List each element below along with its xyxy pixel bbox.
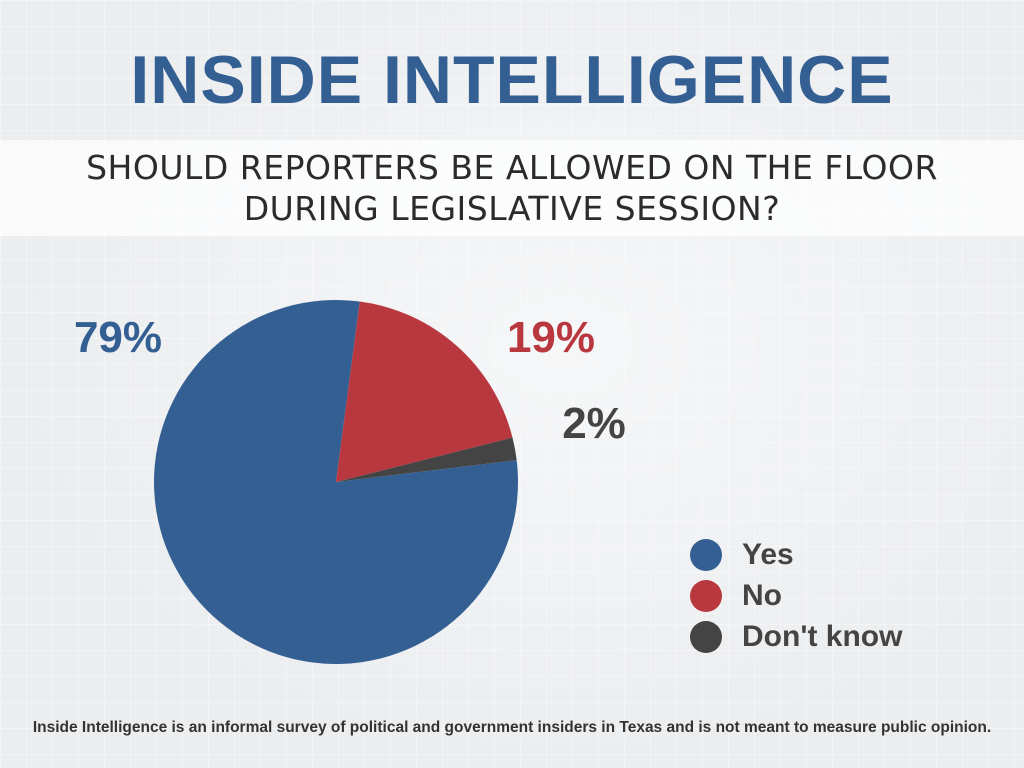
legend-label-no: No <box>742 578 782 612</box>
legend-swatch-no <box>690 579 722 612</box>
chart-legend: Yes No Don't know <box>690 534 902 657</box>
data-label-yes: 79% <box>74 313 162 362</box>
data-label-dont-know: 2% <box>562 399 626 448</box>
legend-label-dont-know: Don't know <box>742 619 903 653</box>
footnote: Inside Intelligence is an informal surve… <box>32 719 992 736</box>
data-label-no: 19% <box>507 313 595 362</box>
question-line-1: SHOULD REPORTERS BE ALLOWED ON THE FLOOR <box>86 148 938 187</box>
pie-slice-no <box>336 301 513 482</box>
question-line-2: DURING LEGISLATIVE SESSION? <box>243 189 781 228</box>
page-title: INSIDE INTELLIGENCE <box>130 42 894 118</box>
pie-slice-dont-know <box>336 437 517 482</box>
legend-swatch-yes <box>690 538 722 571</box>
legend-item-dont-know: Don't know <box>690 616 902 657</box>
survey-question: SHOULD REPORTERS BE ALLOWED ON THE FLOOR… <box>0 140 1024 236</box>
legend-item-yes: Yes <box>690 534 902 575</box>
legend-label-yes: Yes <box>742 537 794 571</box>
question-banner: SHOULD REPORTERS BE ALLOWED ON THE FLOOR… <box>0 140 1024 236</box>
legend-swatch-dont-know <box>690 620 722 653</box>
pie-slice-yes <box>153 300 518 665</box>
legend-item-no: No <box>690 575 902 616</box>
